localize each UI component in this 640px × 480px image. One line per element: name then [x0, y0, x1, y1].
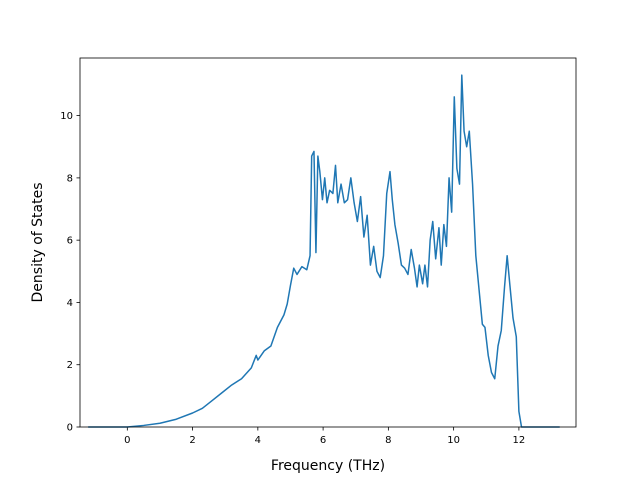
x-tick-label: 8	[385, 435, 391, 446]
x-tick-label: 0	[124, 435, 130, 446]
series-layer	[88, 74, 560, 428]
x-tick-label: 10	[447, 435, 460, 446]
y-tick-label: 6	[67, 236, 73, 247]
x-tick-label: 2	[189, 435, 195, 446]
y-tick-label: 10	[60, 111, 73, 122]
y-tick-label: 8	[67, 173, 73, 184]
y-tick-label: 4	[67, 298, 73, 309]
x-tick-label: 12	[513, 435, 526, 446]
x-axis-ticks: 0 2 4 6 8 10 12	[124, 427, 525, 446]
dos-series-line	[88, 74, 560, 428]
x-axis-label: Frequency (THz)	[271, 458, 385, 474]
y-tick-label: 0	[67, 423, 73, 434]
x-tick-label: 4	[255, 435, 261, 446]
y-tick-label: 2	[67, 360, 73, 371]
y-axis-label: Density of States	[30, 183, 46, 303]
x-tick-label: 6	[320, 435, 326, 446]
plot-frame	[79, 57, 577, 428]
y-axis-ticks: 0 2 4 6 8 10	[60, 111, 80, 434]
